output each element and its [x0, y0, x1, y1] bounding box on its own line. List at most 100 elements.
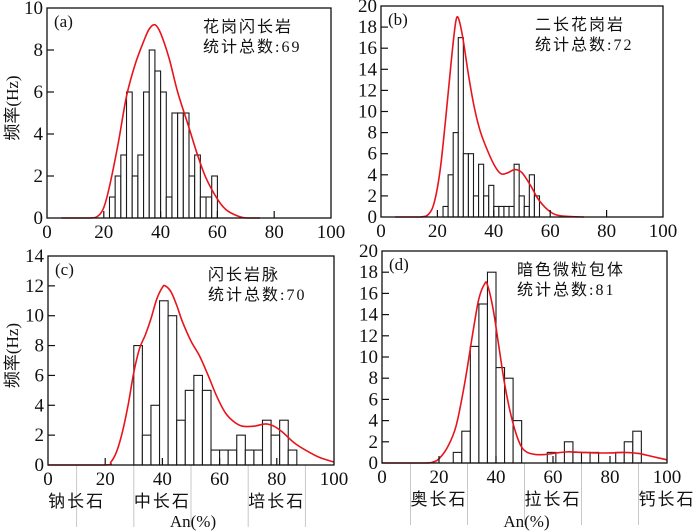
y-tick-label: 16 [358, 38, 377, 59]
y-tick-label: 8 [34, 40, 44, 61]
panel-label: (a) [54, 12, 73, 31]
plagioclase-class-label: 钠长石 [48, 492, 105, 511]
histogram-bar [279, 419, 289, 466]
y-tick-label: 6 [35, 365, 45, 386]
histogram-bar [478, 303, 488, 464]
x-tick-label: 20 [428, 221, 447, 242]
histogram-bar [442, 205, 449, 218]
y-tick-label: 8 [35, 336, 45, 357]
histogram-bars [133, 300, 298, 466]
histogram-bar [523, 205, 530, 218]
histogram-bar [632, 430, 642, 464]
rock-type-label: 闪长岩脉 [208, 266, 280, 284]
histogram-bar [528, 174, 535, 218]
x-tick-label: 0 [376, 221, 386, 242]
density-curve [395, 15, 585, 218]
y-tick-label: 0 [368, 207, 378, 228]
histogram-bar [131, 175, 139, 219]
histogram-bar [227, 449, 238, 466]
histogram-bar [615, 451, 625, 464]
y-tick-label: 14 [358, 59, 378, 80]
histogram-bar [483, 195, 490, 218]
x-axis-ticks: 0 20 40 60 80 100 [376, 210, 677, 242]
histogram-bar [478, 163, 485, 218]
histogram-bar [177, 112, 184, 219]
x-tick-label: 100 [653, 467, 682, 488]
x-axis-ticks: 0 20 40 60 80 100 [377, 456, 681, 488]
y-tick-label: 20 [358, 0, 377, 17]
x-axis-label: An(%) [170, 512, 216, 531]
histogram-bar [287, 449, 298, 466]
histogram-bar [488, 184, 495, 218]
histogram-bar [137, 154, 145, 219]
sample-count-label: 统计总数:69 [203, 38, 301, 56]
histogram-bar [150, 404, 161, 466]
x-axis-ticks: 0 20 40 60 80 100 [42, 211, 345, 243]
histogram-bar [184, 389, 195, 466]
x-tick-label: 100 [320, 469, 349, 490]
histogram-bar [219, 449, 229, 466]
y-axis-label: 频率(Hz) [3, 323, 22, 388]
y-tick-label: 8 [368, 123, 378, 144]
histogram-bar [457, 37, 464, 218]
plot-frame [47, 255, 335, 466]
y-tick-label: 0 [35, 455, 45, 476]
panel-label: (c) [55, 260, 74, 279]
histogram-bar [447, 174, 454, 218]
x-tick-label: 80 [267, 469, 286, 490]
x-tick-label: 60 [544, 467, 563, 488]
panel-label: (b) [388, 10, 408, 29]
y-tick-label: 12 [358, 80, 377, 101]
y-tick-label: 18 [358, 17, 377, 38]
histogram-bar [171, 112, 179, 219]
panel-a: 0 20 40 60 80 100 0 2 4 6 8 10 (a) 花岗闪长岩 统计总数:69 频… [3, 0, 345, 243]
histogram-bar [467, 153, 475, 218]
y-tick-label: 2 [34, 166, 44, 187]
x-tick-label: 80 [265, 222, 284, 243]
histogram-bar [461, 430, 471, 464]
histogram-bar [188, 175, 196, 219]
y-axis-ticks: 0 2 4 6 8 10 [24, 0, 54, 229]
x-tick-label: 40 [153, 469, 172, 490]
histogram-bar [120, 154, 128, 219]
histogram-bar [114, 175, 122, 219]
x-tick-label: 80 [601, 467, 620, 488]
rock-type-label: 二长花岗岩 [535, 16, 625, 34]
histogram-bar [199, 196, 207, 219]
density-curve [382, 281, 668, 464]
y-tick-label: 4 [368, 165, 378, 186]
x-tick-label: 40 [484, 221, 503, 242]
x-tick-label: 0 [42, 222, 52, 243]
histogram-bar [452, 132, 459, 218]
y-tick-label: 8 [369, 368, 379, 389]
histogram-bar [498, 205, 505, 218]
histogram-bar [493, 205, 500, 218]
y-tick-label: 10 [359, 347, 378, 368]
histogram-bars [442, 37, 541, 218]
histogram-bar [167, 315, 178, 466]
y-tick-label: 6 [369, 389, 379, 410]
histogram-bars [452, 271, 642, 464]
histogram-bars [108, 49, 218, 219]
histogram-bar [165, 196, 173, 219]
histogram-bar [589, 451, 600, 464]
histogram-bar [148, 49, 156, 219]
x-tick-label: 60 [208, 222, 227, 243]
histogram-bar [205, 196, 213, 219]
y-tick-label: 0 [34, 208, 44, 229]
histogram-bar [125, 91, 133, 219]
histogram-bar [210, 449, 221, 466]
plagioclase-class-label: 钙长石 [639, 490, 696, 509]
histogram-bar [261, 419, 272, 466]
y-tick-label: 4 [34, 124, 44, 145]
histogram-bar [154, 70, 162, 219]
y-tick-label: 10 [24, 0, 43, 19]
y-tick-label: 20 [359, 241, 378, 262]
histogram-bar [452, 451, 463, 464]
plagioclase-class-label: 培长石 [248, 492, 305, 511]
